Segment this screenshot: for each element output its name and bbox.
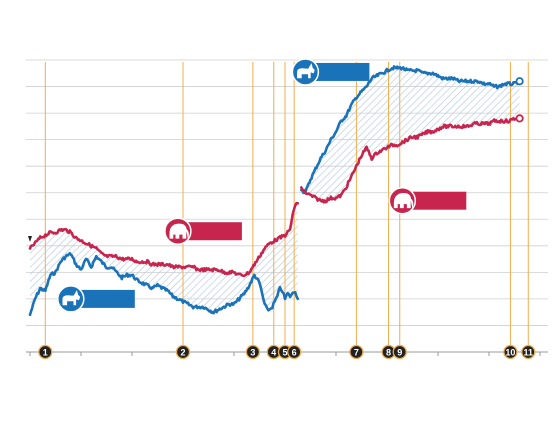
badge-red <box>164 217 242 245</box>
gap-hatch-region <box>301 66 520 203</box>
series-lines <box>28 65 521 317</box>
event-marker-label: 1 <box>43 347 48 357</box>
event-marker-label: 11 <box>524 347 534 357</box>
event-marker-circle <box>245 344 261 360</box>
donkey-icon <box>62 290 81 306</box>
badge-bar <box>311 62 370 81</box>
event-marker-label: 7 <box>354 347 359 357</box>
event-marker-9: 9 <box>392 344 407 360</box>
series-end-points <box>515 77 524 123</box>
elephant-icon <box>169 223 189 239</box>
badge-blue <box>291 58 370 86</box>
badge-bar <box>408 191 467 210</box>
series-end-red <box>515 114 524 123</box>
event-marker-2: 2 <box>175 344 191 360</box>
badge-blue <box>57 285 135 313</box>
event-marker-label: 4 <box>271 347 276 357</box>
badge-bar <box>183 222 242 241</box>
event-marker-label: 8 <box>386 347 391 357</box>
series-badges <box>57 58 467 313</box>
event-marker-label: 9 <box>397 347 402 357</box>
event-marker-label: 10 <box>505 347 515 357</box>
event-marker-label: 5 <box>282 347 287 357</box>
event-marker-circle <box>521 344 536 360</box>
event-markers: 1 2 3 4 5 6 7 8 9 10 11 <box>38 344 536 360</box>
event-marker-7: 7 <box>349 344 364 360</box>
left-edge-pointer-icon <box>28 236 32 242</box>
event-marker-11: 11 <box>521 344 536 360</box>
elephant-icon <box>393 193 414 209</box>
event-marker-label: 6 <box>292 347 297 357</box>
series-line-red <box>28 201 300 278</box>
event-marker-circle <box>38 344 53 360</box>
badge-bar <box>76 289 135 308</box>
event-marker-circle <box>392 344 407 360</box>
event-marker-circle <box>503 344 518 360</box>
event-marker-1: 1 <box>38 344 53 360</box>
badge-red <box>388 186 467 215</box>
event-marker-circle <box>349 344 364 360</box>
event-marker-10: 10 <box>503 344 518 360</box>
donkey-icon <box>297 63 315 79</box>
gap-hatching <box>30 66 520 315</box>
series-line-blue <box>28 251 300 317</box>
event-marker-circle <box>287 344 302 360</box>
event-marker-label: 2 <box>180 347 185 357</box>
event-marker-6: 6 <box>287 344 302 360</box>
event-marker-3: 3 <box>245 344 261 360</box>
event-marker-label: 3 <box>250 347 255 357</box>
event-marker-circle <box>175 344 191 360</box>
series-end-blue <box>515 77 524 86</box>
gap-hatch-region <box>30 203 298 315</box>
series-line-blue <box>300 65 521 195</box>
series-line-red <box>300 116 521 204</box>
